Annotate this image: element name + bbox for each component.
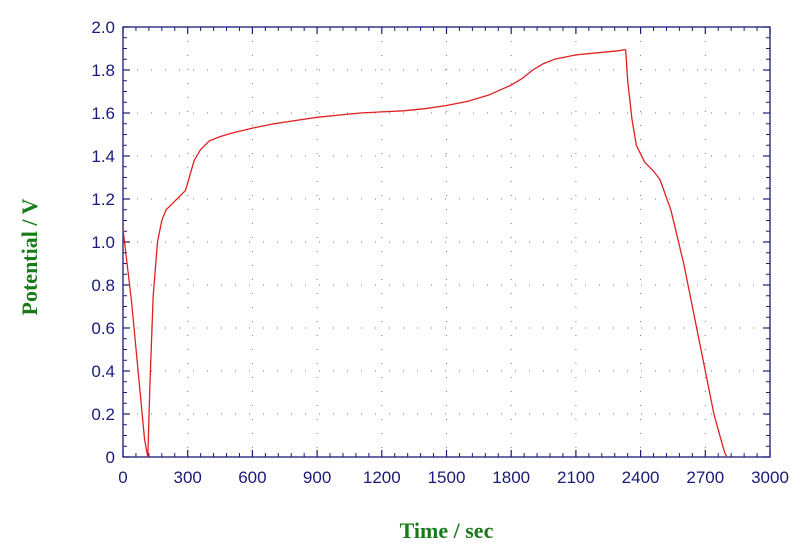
y-axis-title: Potential / V [17, 198, 42, 315]
y-tick-label: 0 [106, 448, 115, 467]
x-tick-label: 2400 [622, 468, 660, 487]
series-line-potential [122, 48, 728, 458]
y-tick-label: 1.6 [91, 104, 115, 123]
y-tick-label: 1.8 [91, 61, 115, 80]
grid [123, 27, 770, 457]
axis-ticks [122, 26, 771, 458]
tick-labels: 0 300 600 900 1200 1500 1800 2100 2400 2700 3000 0 0… [91, 18, 789, 487]
x-tick-label: 300 [174, 468, 202, 487]
x-tick-label: 2700 [686, 468, 724, 487]
y-tick-label: 0.4 [91, 362, 115, 381]
y-tick-label: 0.8 [91, 276, 115, 295]
x-tick-label: 2100 [557, 468, 595, 487]
y-tick-label: 0.2 [91, 405, 115, 424]
x-tick-label: 0 [118, 468, 127, 487]
x-tick-label: 1500 [428, 468, 466, 487]
x-axis-title: Time / sec [400, 518, 494, 543]
x-tick-label: 1800 [492, 468, 530, 487]
y-tick-label: 1.4 [91, 147, 115, 166]
x-tick-label: 3000 [751, 468, 789, 487]
y-tick-label: 1.2 [91, 190, 115, 209]
x-tick-label: 900 [303, 468, 331, 487]
y-tick-label: 0.6 [91, 319, 115, 338]
x-tick-label: 1200 [363, 468, 401, 487]
y-tick-label: 2.0 [91, 18, 115, 37]
series [122, 48, 728, 458]
x-tick-label: 600 [238, 468, 266, 487]
y-tick-label: 1.0 [91, 233, 115, 252]
plot-frame [122, 26, 771, 458]
